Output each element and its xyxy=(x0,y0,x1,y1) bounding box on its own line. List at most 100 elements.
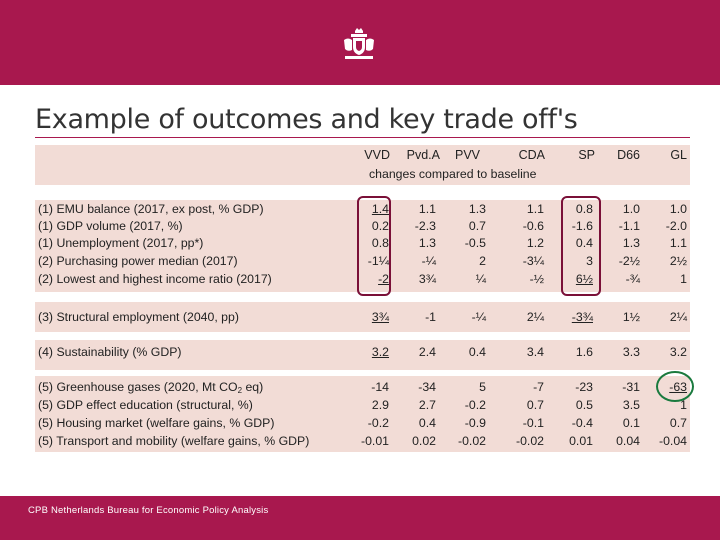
row-label: (2) Lowest and highest income ratio (201… xyxy=(38,272,272,286)
table-cell: -0.5 xyxy=(464,236,486,250)
table-cell: 2.4 xyxy=(418,345,436,359)
table-cell: 1½ xyxy=(622,310,640,324)
royal-coat-of-arms-icon xyxy=(344,28,374,59)
table-cell: 0.02 xyxy=(412,434,436,448)
table-cell: 0.8 xyxy=(575,202,593,216)
table-cell: 5 xyxy=(479,380,486,394)
table-cell: -0.6 xyxy=(522,219,544,233)
table-cell: 0.1 xyxy=(622,416,640,430)
table-cell: 2.7 xyxy=(418,398,436,412)
party-header-pvda: Pvd.A xyxy=(406,148,440,162)
table-cell: -¾ xyxy=(625,272,640,286)
table-cell: -0.02 xyxy=(515,434,544,448)
table-cell: -1.1 xyxy=(618,219,640,233)
table-cell: -0.2 xyxy=(367,416,389,430)
row-label: (1) Unemployment (2017, pp*) xyxy=(38,236,204,250)
table-cell: -1.6 xyxy=(571,219,593,233)
table-cell: 0.4 xyxy=(575,236,593,250)
table-cell: 1.0 xyxy=(669,202,687,216)
table-cell: -0.1 xyxy=(522,416,544,430)
table-cell: -31 xyxy=(622,380,640,394)
row-label-subscript: 2 xyxy=(237,386,243,395)
footer-banner xyxy=(0,496,720,540)
table-cell: 0.4 xyxy=(468,345,486,359)
table-cell: 2¼ xyxy=(526,310,544,324)
table-cell: 1.2 xyxy=(526,236,544,250)
highlight-vvd xyxy=(357,196,391,296)
table-cell: 2.9 xyxy=(371,398,389,412)
table-cell: -3¾ xyxy=(571,310,593,324)
row-label: (2) Purchasing power median (2017) xyxy=(38,254,238,268)
table-cell: 3¾ xyxy=(371,310,389,324)
table-cell: -½ xyxy=(529,272,544,286)
table-cell: -¼ xyxy=(421,254,436,268)
table-cell: -0.4 xyxy=(571,416,593,430)
table-cell: 0.5 xyxy=(575,398,593,412)
table-cell: -2½ xyxy=(618,254,640,268)
table-cell: -¼ xyxy=(471,310,486,324)
page-title: Example of outcomes and key trade off's xyxy=(35,104,578,135)
table-cell: -0.01 xyxy=(360,434,389,448)
table-cell: 0.04 xyxy=(616,434,640,448)
table-cell: 3¾ xyxy=(418,272,436,286)
table-cell: 6½ xyxy=(575,272,593,286)
party-header-d66: D66 xyxy=(617,148,640,162)
table-cell: -0.04 xyxy=(658,434,687,448)
table-cell: 3.3 xyxy=(622,345,640,359)
table-cell: -0.9 xyxy=(464,416,486,430)
row-label: (3) Structural employment (2040, pp) xyxy=(38,310,239,324)
table-cell: -0.2 xyxy=(464,398,486,412)
row-label: (4) Sustainability (% GDP) xyxy=(38,345,182,359)
table-cell: 1.1 xyxy=(418,202,436,216)
table-cell: -3¼ xyxy=(522,254,544,268)
table-cell: ¼ xyxy=(475,272,486,286)
table-cell: 2½ xyxy=(669,254,687,268)
table-cell: 3 xyxy=(586,254,593,268)
table-cell: 0.7 xyxy=(526,398,544,412)
table-cell: 1 xyxy=(680,272,687,286)
table-cell: 1.4 xyxy=(371,202,389,216)
table-panel-group-1-2 xyxy=(35,200,690,292)
footer-text: CPB Netherlands Bureau for Economic Poli… xyxy=(28,505,269,516)
row-label: (5) Greenhouse gases (2020, Mt CO2 eq) xyxy=(38,379,263,399)
table-cell: 0.7 xyxy=(669,416,687,430)
table-cell: -1¼ xyxy=(367,254,389,268)
party-header-sp: SP xyxy=(578,148,595,162)
row-label: (5) Transport and mobility (welfare gain… xyxy=(38,434,310,448)
table-cell: 1.3 xyxy=(468,202,486,216)
table-panel-group-5 xyxy=(35,376,690,452)
highlight-sp xyxy=(561,196,601,296)
table-cell: 2 xyxy=(479,254,486,268)
row-label: (5) GDP effect education (structural, %) xyxy=(38,398,253,412)
table-cell: 3.2 xyxy=(669,345,687,359)
party-header-gl: GL xyxy=(670,148,687,162)
table-cell: 0.8 xyxy=(371,236,389,250)
table-subheader: changes compared to baseline xyxy=(369,167,537,181)
table-cell: -2.3 xyxy=(414,219,436,233)
table-cell: 0.7 xyxy=(468,219,486,233)
table-cell: -63 xyxy=(669,380,687,394)
row-label: (1) GDP volume (2017, %) xyxy=(38,219,183,233)
table-cell: 1.1 xyxy=(526,202,544,216)
table-cell: -34 xyxy=(418,380,436,394)
table-cell: -2.0 xyxy=(665,219,687,233)
party-header-vvd: VVD xyxy=(364,148,390,162)
table-cell: 1.1 xyxy=(669,236,687,250)
table-cell: 1.3 xyxy=(418,236,436,250)
table-panel-group-4 xyxy=(35,340,690,370)
party-header-pvv: PVV xyxy=(454,148,480,162)
table-cell: 1 xyxy=(680,398,687,412)
table-cell: 3.2 xyxy=(371,345,389,359)
row-label-text: eq) xyxy=(242,380,264,394)
table-cell: 1.3 xyxy=(622,236,640,250)
party-header-cda: CDA xyxy=(518,148,545,162)
table-cell: -0.02 xyxy=(457,434,486,448)
table-cell: -2 xyxy=(378,272,389,286)
table-cell: -7 xyxy=(533,380,544,394)
table-panel-header xyxy=(35,145,690,185)
table-panel-group-3 xyxy=(35,302,690,332)
row-label-text: (5) Greenhouse gases (2020, Mt CO xyxy=(38,380,238,394)
title-divider xyxy=(35,137,690,138)
table-cell: 3.5 xyxy=(622,398,640,412)
table-cell: -14 xyxy=(371,380,389,394)
